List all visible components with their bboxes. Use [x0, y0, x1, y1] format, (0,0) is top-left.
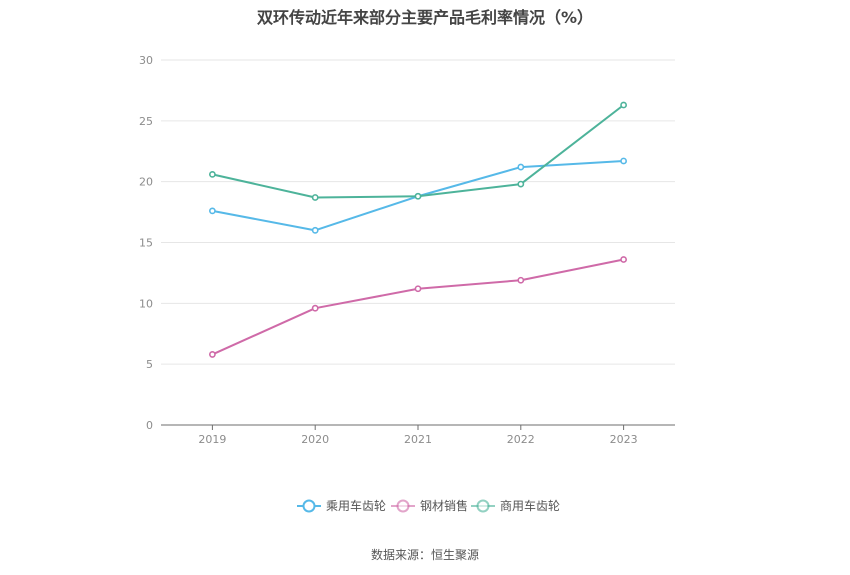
- x-tick-label: 2019: [198, 433, 226, 446]
- data-point: [620, 157, 627, 165]
- data-point: [311, 304, 319, 312]
- data-point: [311, 194, 319, 201]
- data-point: [208, 170, 216, 178]
- legend-item-3: 商用车齿轮: [471, 498, 560, 513]
- y-tick-label: 0: [146, 419, 153, 432]
- data-point: [311, 226, 319, 234]
- y-tick-label: 10: [139, 297, 153, 310]
- y-tick-label: 30: [139, 54, 153, 67]
- legend: 乘用车齿轮 钢材销售 商用车齿轮: [297, 498, 560, 513]
- x-tick-label: 2023: [610, 433, 638, 446]
- x-tick-label: 2021: [404, 433, 432, 446]
- series-line-2: [211, 258, 624, 356]
- data-point: [620, 256, 627, 263]
- chart-title: 双环传动近年来部分主要产品毛利率情况（%）: [256, 8, 594, 27]
- y-tick-label: 15: [139, 237, 153, 250]
- data-point: [414, 192, 422, 200]
- data-point: [517, 276, 525, 284]
- legend-label: 商用车齿轮: [500, 498, 560, 513]
- legend-item-1: 乘用车齿轮: [297, 498, 386, 513]
- data-point: [414, 285, 422, 293]
- x-tick-label: 2022: [507, 433, 535, 446]
- axes: 0 5 10 15 20 25 30 2019 2020 2021 2022 2023: [139, 54, 675, 446]
- x-tick-label: 2020: [301, 433, 329, 446]
- data-point: [620, 101, 627, 109]
- series-line-3: [212, 104, 625, 199]
- legend-marker: [396, 499, 410, 513]
- data-source-note: 数据来源：恒生聚源: [370, 548, 479, 562]
- legend-marker: [476, 499, 490, 513]
- data-point: [517, 163, 525, 171]
- legend-item-2: 钢材销售: [391, 498, 468, 513]
- legend-label: 乘用车齿轮: [326, 498, 386, 513]
- y-tick-label: 25: [139, 115, 153, 128]
- data-point: [208, 207, 216, 215]
- data-point: [517, 180, 525, 188]
- legend-marker: [302, 499, 316, 513]
- series-lines: [208, 101, 627, 358]
- grid-lines: [161, 59, 675, 365]
- y-tick-label: 5: [146, 358, 153, 371]
- legend-label: 钢材销售: [420, 498, 468, 513]
- y-tick-label: 20: [139, 176, 153, 189]
- data-point: [208, 351, 216, 358]
